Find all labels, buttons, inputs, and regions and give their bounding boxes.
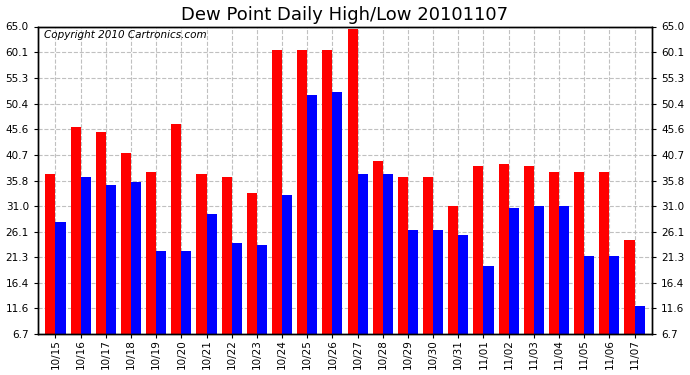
Bar	[534, 206, 544, 334]
Bar	[600, 171, 609, 334]
Bar	[197, 174, 206, 334]
Bar	[171, 124, 181, 334]
Bar	[55, 222, 66, 334]
Bar	[524, 166, 534, 334]
Bar	[131, 182, 141, 334]
Bar	[609, 256, 620, 334]
Bar	[549, 171, 559, 334]
Bar	[106, 185, 116, 334]
Bar	[559, 206, 569, 334]
Bar	[624, 240, 635, 334]
Bar	[509, 209, 519, 334]
Bar	[383, 174, 393, 334]
Bar	[322, 50, 333, 334]
Bar	[96, 132, 106, 334]
Bar	[373, 161, 383, 334]
Bar	[408, 230, 418, 334]
Bar	[121, 153, 131, 334]
Bar	[257, 245, 267, 334]
Bar	[297, 50, 307, 334]
Bar	[272, 50, 282, 334]
Bar	[584, 256, 594, 334]
Bar	[181, 251, 191, 334]
Bar	[448, 206, 458, 334]
Bar	[307, 95, 317, 334]
Bar	[46, 174, 55, 334]
Bar	[70, 127, 81, 334]
Bar	[635, 306, 644, 334]
Bar	[232, 243, 241, 334]
Bar	[499, 164, 509, 334]
Bar	[221, 177, 232, 334]
Text: Copyright 2010 Cartronics.com: Copyright 2010 Cartronics.com	[44, 30, 206, 40]
Bar	[81, 177, 90, 334]
Bar	[282, 195, 292, 334]
Bar	[333, 92, 342, 334]
Bar	[433, 230, 443, 334]
Bar	[458, 235, 469, 334]
Bar	[247, 193, 257, 334]
Bar	[348, 29, 357, 334]
Bar	[473, 166, 484, 334]
Bar	[206, 214, 217, 334]
Bar	[398, 177, 408, 334]
Bar	[484, 267, 493, 334]
Bar	[423, 177, 433, 334]
Title: Dew Point Daily High/Low 20101107: Dew Point Daily High/Low 20101107	[181, 6, 509, 24]
Bar	[156, 251, 166, 334]
Bar	[146, 171, 156, 334]
Bar	[357, 174, 368, 334]
Bar	[574, 171, 584, 334]
